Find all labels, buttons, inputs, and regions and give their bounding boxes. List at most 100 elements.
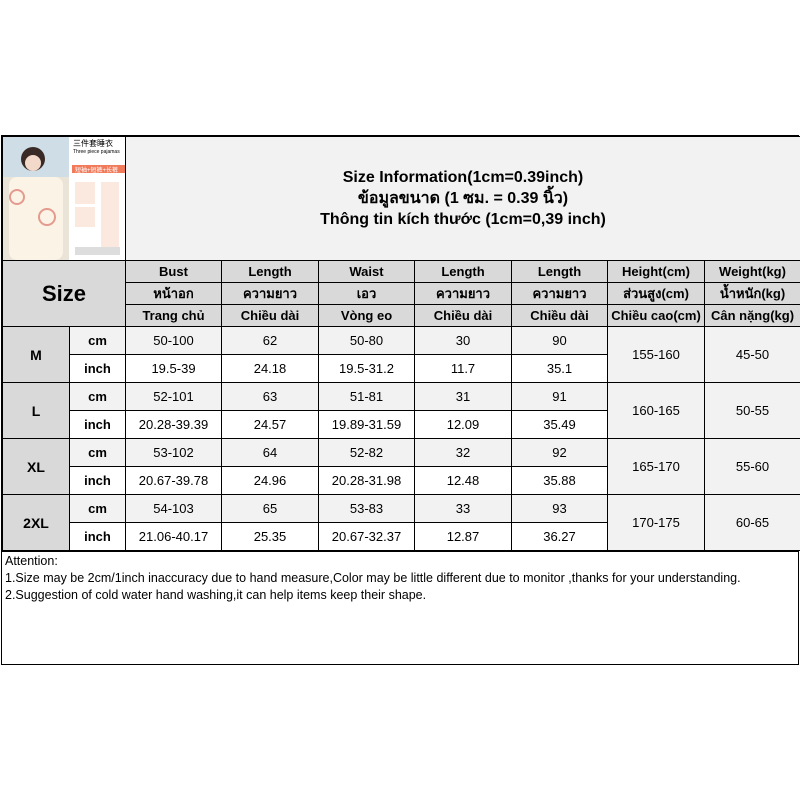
- col-length3-th: ความยาว: [511, 282, 608, 305]
- measurement-cell: 20.28-39.39: [125, 410, 222, 439]
- col-length3-vi: Chiều dài: [511, 304, 608, 327]
- size-label: XL: [2, 438, 70, 495]
- measurement-cell: 19.89-31.59: [318, 410, 415, 439]
- col-weight-vi: Cân nặng(kg): [704, 304, 800, 327]
- table-row: 2XL cm 54-103 65 53-83 33 93 170-175 60-65: [2, 494, 800, 551]
- measurement-cell: 11.7: [414, 354, 512, 383]
- measurement-cell: 52-82: [318, 438, 415, 467]
- size-label: M: [2, 326, 70, 383]
- col-length-th: ความยาว: [221, 282, 319, 305]
- col-bust-vi: Trang chủ: [125, 304, 222, 327]
- measurement-cell: 54-103: [125, 494, 222, 523]
- title-cell: Size Information(1cm=0.39inch) ข้อมูลขนา…: [125, 136, 800, 261]
- measurement-cell: 24.18: [221, 354, 319, 383]
- measurement-cell: 62: [221, 326, 319, 355]
- measurement-cell: 50-100: [125, 326, 222, 355]
- table-row: inch 19.5-39 24.18 19.5-31.2 11.7 35.1: [3, 354, 800, 383]
- measurement-cell: 35.49: [511, 410, 608, 439]
- attention-note-1: 1.Size may be 2cm/1inch inaccuracy due t…: [5, 571, 741, 585]
- measurement-cell: 93: [511, 494, 608, 523]
- measurement-cell: 20.67-32.37: [318, 522, 415, 551]
- unit-label: inch: [69, 522, 126, 551]
- col-weight-th: น้ำหนัก(kg): [704, 282, 800, 305]
- unit-label: cm: [69, 382, 126, 411]
- col-waist-vi: Vòng eo: [318, 304, 415, 327]
- col-length2-en: Length: [414, 260, 512, 283]
- measurement-cell: 63: [221, 382, 319, 411]
- attention-title: Attention:: [5, 554, 58, 568]
- measurement-cell: 24.57: [221, 410, 319, 439]
- height-cell: 160-165: [607, 382, 705, 439]
- unit-label: cm: [69, 326, 126, 355]
- col-height-th: ส่วนสูง(cm): [607, 282, 705, 305]
- thumbnail-title: 三件套睡衣: [73, 139, 113, 148]
- height-cell: 170-175: [607, 494, 705, 551]
- col-length2-th: ความยาว: [414, 282, 512, 305]
- attention-note-2: 2.Suggestion of cold water hand washing,…: [5, 588, 427, 602]
- size-header: Size: [2, 260, 126, 327]
- thumbnail-badge: 短袖+短裤+长裤: [75, 168, 119, 174]
- size-label: 2XL: [2, 494, 70, 551]
- col-weight-en: Weight(kg): [704, 260, 800, 283]
- unit-label: inch: [69, 466, 126, 495]
- height-cell: 165-170: [607, 438, 705, 495]
- measurement-cell: 65: [221, 494, 319, 523]
- product-thumbnail-cell: 三件套睡衣 Three piece pajamas 短袖+短裤+长裤: [2, 136, 126, 261]
- attention-notes: Attention: 1.Size may be 2cm/1inch inacc…: [1, 551, 799, 665]
- measurement-cell: 50-80: [318, 326, 415, 355]
- height-cell: 155-160: [607, 326, 705, 383]
- measurement-cell: 31: [414, 382, 512, 411]
- col-waist-en: Waist: [318, 260, 415, 283]
- title-vi: Thông tin kích thước (1cm=0,39 inch): [320, 211, 606, 228]
- unit-label: inch: [69, 354, 126, 383]
- unit-label: cm: [69, 438, 126, 467]
- measurement-cell: 52-101: [125, 382, 222, 411]
- measurement-cell: 19.5-31.2: [318, 354, 415, 383]
- table-row: XL cm 53-102 64 52-82 32 92 165-170 55-60: [2, 438, 800, 495]
- weight-cell: 45-50: [704, 326, 800, 383]
- measurement-cell: 91: [511, 382, 608, 411]
- measurement-cell: 25.35: [221, 522, 319, 551]
- measurement-cell: 53-83: [318, 494, 415, 523]
- measurement-cell: 32: [414, 438, 512, 467]
- col-length3-en: Length: [511, 260, 608, 283]
- product-image: 三件套睡衣 Three piece pajamas 短袖+短裤+长裤: [3, 137, 125, 260]
- measurement-cell: 21.06-40.17: [125, 522, 222, 551]
- col-bust-th: หน้าอก: [125, 282, 222, 305]
- measurement-cell: 30: [414, 326, 512, 355]
- table-row: inch 20.67-39.78 24.96 20.28-31.98 12.48 35.8…: [3, 466, 800, 495]
- measurement-cell: 20.67-39.78: [125, 466, 222, 495]
- title-th: ข้อมูลขนาด (1 ซม. = 0.39 นิ้ว): [357, 190, 569, 207]
- measurement-cell: 92: [511, 438, 608, 467]
- pajama-photo: [3, 137, 125, 260]
- measurement-cell: 12.48: [414, 466, 512, 495]
- table-row: inch 21.06-40.17 25.35 20.67-32.37 12.87 36.2…: [3, 522, 800, 551]
- col-length-en: Length: [221, 260, 319, 283]
- measurement-cell: 12.87: [414, 522, 512, 551]
- size-table: 三件套睡衣 Three piece pajamas 短袖+短裤+长裤 Size …: [2, 136, 800, 551]
- measurement-cell: 24.96: [221, 466, 319, 495]
- unit-label: inch: [69, 410, 126, 439]
- measurement-cell: 20.28-31.98: [318, 466, 415, 495]
- title-en: Size Information(1cm=0.39inch): [342, 169, 584, 186]
- measurement-cell: 35.1: [511, 354, 608, 383]
- col-waist-th: เอว: [318, 282, 415, 305]
- measurement-cell: 64: [221, 438, 319, 467]
- measurement-cell: 33: [414, 494, 512, 523]
- col-height-vi: Chiều cao(cm): [607, 304, 705, 327]
- measurement-cell: 12.09: [414, 410, 512, 439]
- weight-cell: 50-55: [704, 382, 800, 439]
- size-label: L: [2, 382, 70, 439]
- weight-cell: 60-65: [704, 494, 800, 551]
- weight-cell: 55-60: [704, 438, 800, 495]
- col-length-vi: Chiều dài: [221, 304, 319, 327]
- thumbnail-subtitle: Three piece pajamas: [73, 149, 120, 155]
- measurement-cell: 51-81: [318, 382, 415, 411]
- size-chart: 三件套睡衣 Three piece pajamas 短袖+短裤+长裤 Size …: [1, 135, 800, 552]
- measurement-cell: 19.5-39: [125, 354, 222, 383]
- col-height-en: Height(cm): [607, 260, 705, 283]
- measurement-cell: 35.88: [511, 466, 608, 495]
- measurement-cell: 36.27: [511, 522, 608, 551]
